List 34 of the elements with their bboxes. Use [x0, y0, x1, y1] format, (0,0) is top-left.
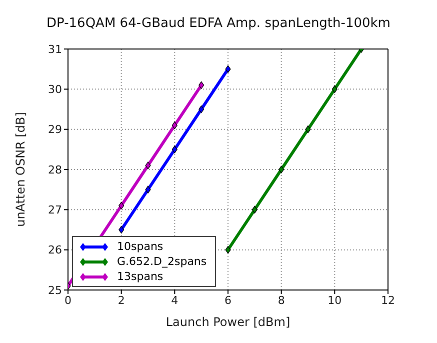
point	[278, 166, 284, 174]
x-tick-label: 12	[381, 294, 395, 307]
x-tick-label: 4	[171, 294, 178, 307]
point	[198, 105, 204, 114]
chart-title: DP-16QAM 64-GBaud EDFA Amp. spanLength-100km	[46, 16, 392, 31]
point	[252, 206, 258, 214]
point	[198, 81, 204, 89]
y-tick-label: 26	[48, 244, 62, 257]
x-tick-label: 0	[64, 294, 72, 307]
point	[118, 202, 124, 210]
y-tick-label: 28	[48, 163, 62, 176]
point	[172, 146, 178, 154]
x-axis-title: Launch Power [dBm]	[166, 315, 290, 329]
x-tick-label: 10	[328, 294, 342, 307]
y-tick-label: 30	[48, 83, 62, 96]
point	[305, 126, 311, 134]
point	[225, 246, 231, 254]
y-tick-label: 31	[48, 42, 62, 56]
y-tick-label: 27	[48, 204, 62, 217]
y-axis-title: unAtten OSNR [dB]	[13, 112, 28, 227]
x-tick-label: 8	[278, 294, 285, 307]
point	[118, 226, 124, 234]
legend-label: G.652.D_2spans	[117, 255, 207, 268]
point	[332, 85, 338, 93]
legend-label: 10spans	[117, 240, 164, 253]
legend-label: 13spans	[117, 270, 164, 283]
point	[145, 186, 151, 194]
y-tick-label: 25	[48, 284, 62, 297]
x-tick-label: 6	[224, 294, 232, 307]
point	[225, 65, 231, 73]
y-tick-label: 29	[48, 123, 62, 136]
point	[172, 122, 178, 130]
x-tick-label: 2	[118, 294, 125, 307]
point	[145, 162, 151, 170]
